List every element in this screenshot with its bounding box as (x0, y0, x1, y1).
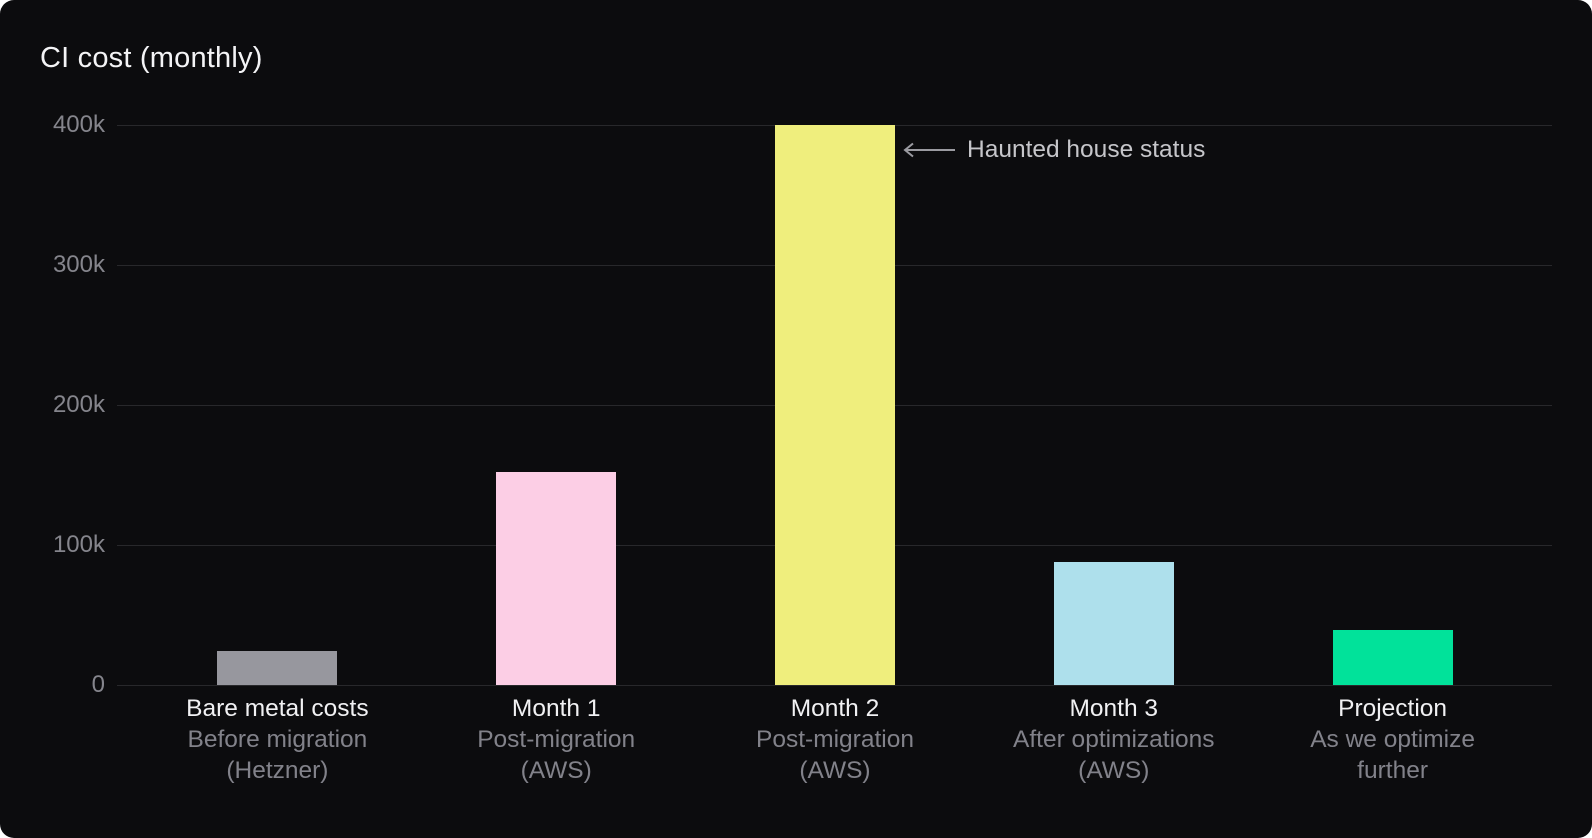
y-tick-label: 0 (91, 671, 105, 698)
x-label-main: Month 1 (511, 695, 601, 722)
x-label-sub: further (1357, 757, 1428, 784)
chart-title: CI cost (monthly) (40, 42, 263, 74)
x-label-sub: After optimizations (1013, 726, 1215, 753)
y-tick-label: 100k (52, 531, 105, 558)
bar-month-2 (774, 125, 895, 685)
bar-month-1 (496, 472, 617, 685)
x-label-group: Projection As we optimize further (1253, 693, 1532, 786)
annotation-text: Haunted house status (967, 136, 1206, 163)
y-tick-label: 200k (52, 391, 105, 418)
bar-column (1253, 125, 1532, 685)
x-label-sub: (AWS) (1078, 757, 1150, 784)
y-tick-label: 400k (52, 111, 105, 138)
x-label-sub: As we optimize (1310, 726, 1475, 753)
x-label-sub: Post-migration (756, 726, 914, 753)
x-label-main: Month 3 (1069, 695, 1159, 722)
bar-column (974, 125, 1253, 685)
x-label-sub: (Hetzner) (226, 757, 329, 784)
x-label-group: Month 3 After optimizations (AWS) (974, 693, 1253, 786)
bar-column (138, 125, 417, 685)
y-tick-label: 300k (52, 251, 105, 278)
x-label-sub: Before migration (187, 726, 368, 753)
x-label-main: Bare metal costs (186, 695, 369, 722)
x-label-main: Projection (1338, 695, 1448, 722)
bar-bare-metal-costs (217, 651, 338, 685)
left-arrow-icon (903, 142, 955, 158)
x-label-sub: (AWS) (520, 757, 592, 784)
bar-month-3 (1053, 562, 1174, 685)
bar-projection (1332, 630, 1453, 685)
x-label-sub: Post-migration (477, 726, 636, 753)
x-label-main: Month 2 (790, 695, 880, 722)
x-label-group: Bare metal costs Before migration (Hetzner… (138, 693, 417, 786)
bar-column (696, 125, 975, 685)
bar-column (417, 125, 696, 685)
gridline-0 (117, 685, 1552, 686)
x-axis-labels: Bare metal costs Before migration (Hetzner… (138, 693, 1532, 786)
annotation-haunted-house: Haunted house status (903, 134, 1205, 166)
bars-layer (138, 125, 1532, 685)
x-label-sub: (AWS) (799, 757, 871, 784)
x-label-group: Month 1 Post-migration (AWS) (417, 693, 696, 786)
x-label-group: Month 2 Post-migration (AWS) (696, 693, 975, 786)
